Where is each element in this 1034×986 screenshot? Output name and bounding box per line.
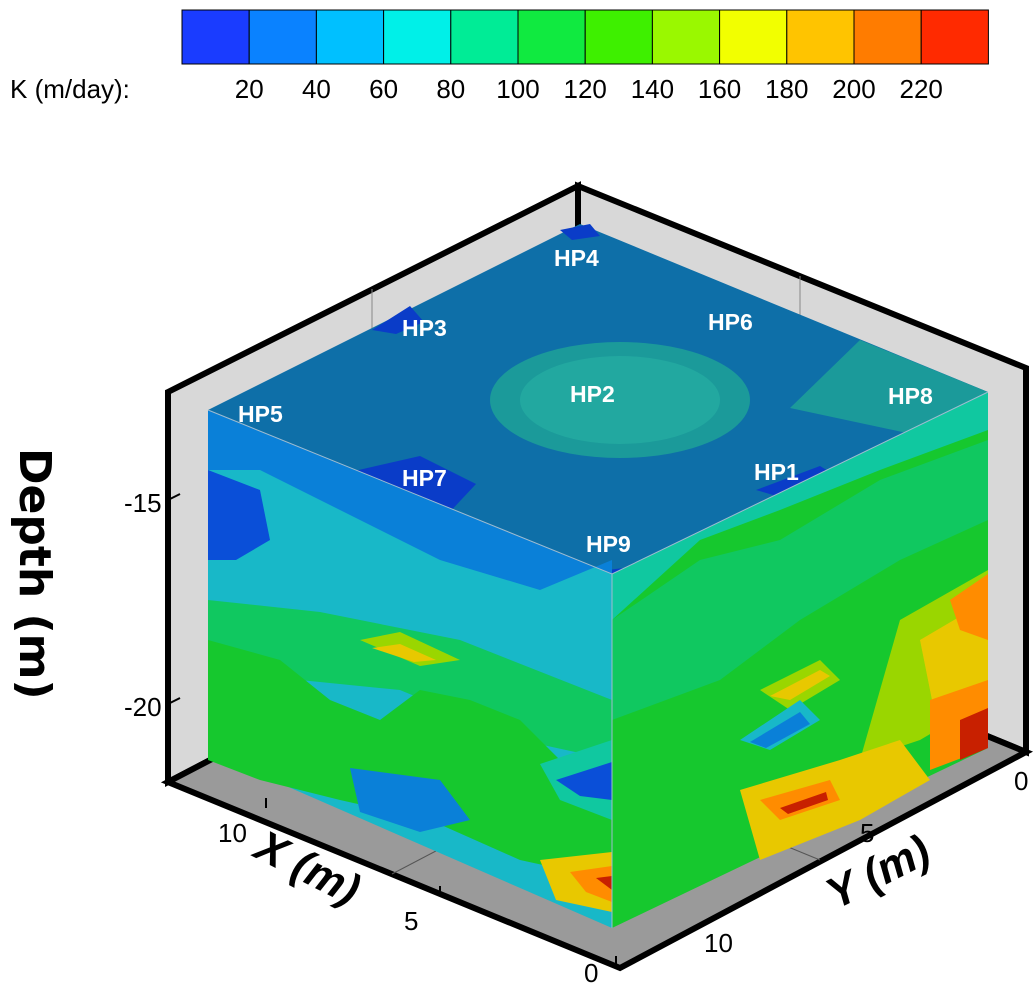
depth-tick-label: -15 <box>124 488 162 518</box>
colorbar-tick-label: 120 <box>564 74 607 104</box>
legend-label: K (m/day): <box>10 74 130 104</box>
well-label-hp7: HP7 <box>402 465 447 491</box>
colorbar-swatch <box>786 9 855 65</box>
colorbar-tick-label: 40 <box>302 74 331 104</box>
colorbar-tick-label: 200 <box>832 74 875 104</box>
colorbar-swatch <box>651 9 721 65</box>
well-label-hp6: HP6 <box>708 309 753 335</box>
y-tick-label: 5 <box>860 818 874 848</box>
depth-axis-title: Depth (m) <box>9 448 60 700</box>
well-label-hp3: HP3 <box>402 315 447 341</box>
well-labels: HP4 HP3 HP6 HP2 HP8 HP5 HP7 HP1 HP9 <box>238 245 933 557</box>
well-label-hp5: HP5 <box>238 401 283 427</box>
colorbar-swatch <box>450 9 519 65</box>
colorbar-tick-label: 60 <box>369 74 398 104</box>
colorbar-swatch <box>719 9 788 65</box>
x-tick-label: 10 <box>218 818 247 848</box>
well-label-hp9: HP9 <box>586 531 631 557</box>
colorbar-swatch <box>853 9 922 65</box>
y-tick-label: 10 <box>704 928 733 958</box>
colorbar-swatch <box>248 9 317 65</box>
top-face <box>208 224 988 578</box>
right-face <box>612 392 988 928</box>
colorbar-tick-label: 140 <box>631 74 674 104</box>
well-label-hp4: HP4 <box>554 245 599 271</box>
well-label-hp8: HP8 <box>888 383 933 409</box>
depth-axis: -15 -20 Depth (m) <box>9 448 181 722</box>
colorbar-tick-label: 100 <box>496 74 539 104</box>
y-tick-label: 0 <box>1014 766 1028 796</box>
colorbar-swatch <box>181 9 250 65</box>
colorbar-tick-label: 20 <box>235 74 264 104</box>
colorbar-ticks: 20 40 60 80 100 120 140 160 180 200 220 <box>235 74 943 104</box>
cube-edges <box>207 391 989 928</box>
frame-front <box>165 368 1029 782</box>
well-label-hp1: HP1 <box>754 459 799 485</box>
x-tick-label: 5 <box>404 906 418 936</box>
left-face <box>208 410 612 928</box>
x-tick-label: 0 <box>584 958 598 986</box>
colorbar-swatch <box>315 9 385 65</box>
colorbar-tick-label: 80 <box>436 74 465 104</box>
colorbar-tick-label: 180 <box>765 74 808 104</box>
colorbar-swatch <box>584 9 653 65</box>
colorbar-tick-label: 220 <box>900 74 943 104</box>
well-label-hp2: HP2 <box>570 381 615 407</box>
colorbar <box>181 9 989 65</box>
colorbar-swatch <box>920 9 989 65</box>
depth-tick-label: -20 <box>124 692 162 722</box>
colorbar-swatch <box>383 9 452 65</box>
colorbar-swatch <box>517 9 586 65</box>
colorbar-tick-label: 160 <box>698 74 741 104</box>
